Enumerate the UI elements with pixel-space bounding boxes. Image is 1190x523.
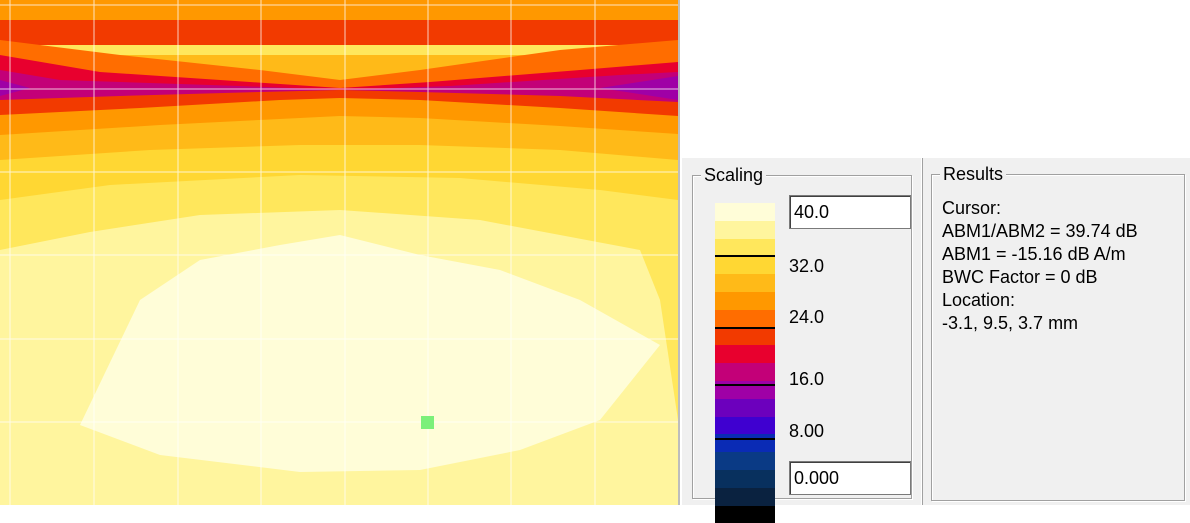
color-swatch xyxy=(715,452,775,470)
contour-map xyxy=(0,0,678,505)
tick-label-16: 16.0 xyxy=(789,369,825,389)
results-title: Results xyxy=(940,164,1007,184)
color-swatch xyxy=(715,505,775,523)
tick-line-8 xyxy=(715,438,775,440)
tick-label-8: 8.00 xyxy=(789,421,825,441)
tick-label-24: 24.0 xyxy=(789,307,825,327)
field-contour-plot[interactable] xyxy=(0,0,680,505)
cursor-marker[interactable] xyxy=(421,416,434,429)
color-swatch xyxy=(715,345,775,364)
result-location-value: -3.1, 9.5, 3.7 mm xyxy=(942,313,1079,333)
tick-label-32: 32.0 xyxy=(789,256,825,276)
result-abm1: ABM1 = -15.16 dB A/m xyxy=(942,244,1126,264)
results-panel: Results Cursor: ABM1/ABM2 = 39.74 dB ABM… xyxy=(922,158,1190,505)
color-scale-bar xyxy=(715,203,775,523)
scaling-title: Scaling xyxy=(701,165,767,185)
tick-line-16 xyxy=(715,384,775,386)
result-abm-ratio: ABM1/ABM2 = 39.74 dB xyxy=(942,221,1138,241)
tick-line-32 xyxy=(715,255,775,257)
color-swatch xyxy=(715,487,775,506)
scaling-group: Scaling 32.0 24.0 16.0 8.00 xyxy=(692,165,912,523)
color-swatch xyxy=(715,416,775,435)
color-swatch xyxy=(715,203,775,221)
color-swatch xyxy=(715,398,775,417)
color-swatch xyxy=(715,220,775,239)
color-swatch xyxy=(715,469,775,488)
result-location-label: Location: xyxy=(942,290,1016,310)
color-swatch xyxy=(715,291,775,310)
result-cursor-label: Cursor: xyxy=(942,198,1002,218)
tick-line-24 xyxy=(715,327,775,329)
scale-min-input[interactable] xyxy=(789,461,911,495)
result-bwc-factor: BWC Factor = 0 dB xyxy=(942,267,1098,287)
scaling-panel: Scaling 32.0 24.0 16.0 8.00 xyxy=(682,158,922,523)
color-swatch xyxy=(715,274,775,292)
color-swatch xyxy=(715,363,775,381)
color-swatch xyxy=(715,309,775,328)
color-swatch xyxy=(715,327,775,346)
color-swatch xyxy=(715,256,775,275)
scale-max-input[interactable] xyxy=(789,195,911,229)
results-group: Results Cursor: ABM1/ABM2 = 39.74 dB ABM… xyxy=(931,164,1185,501)
color-swatch xyxy=(715,238,775,257)
